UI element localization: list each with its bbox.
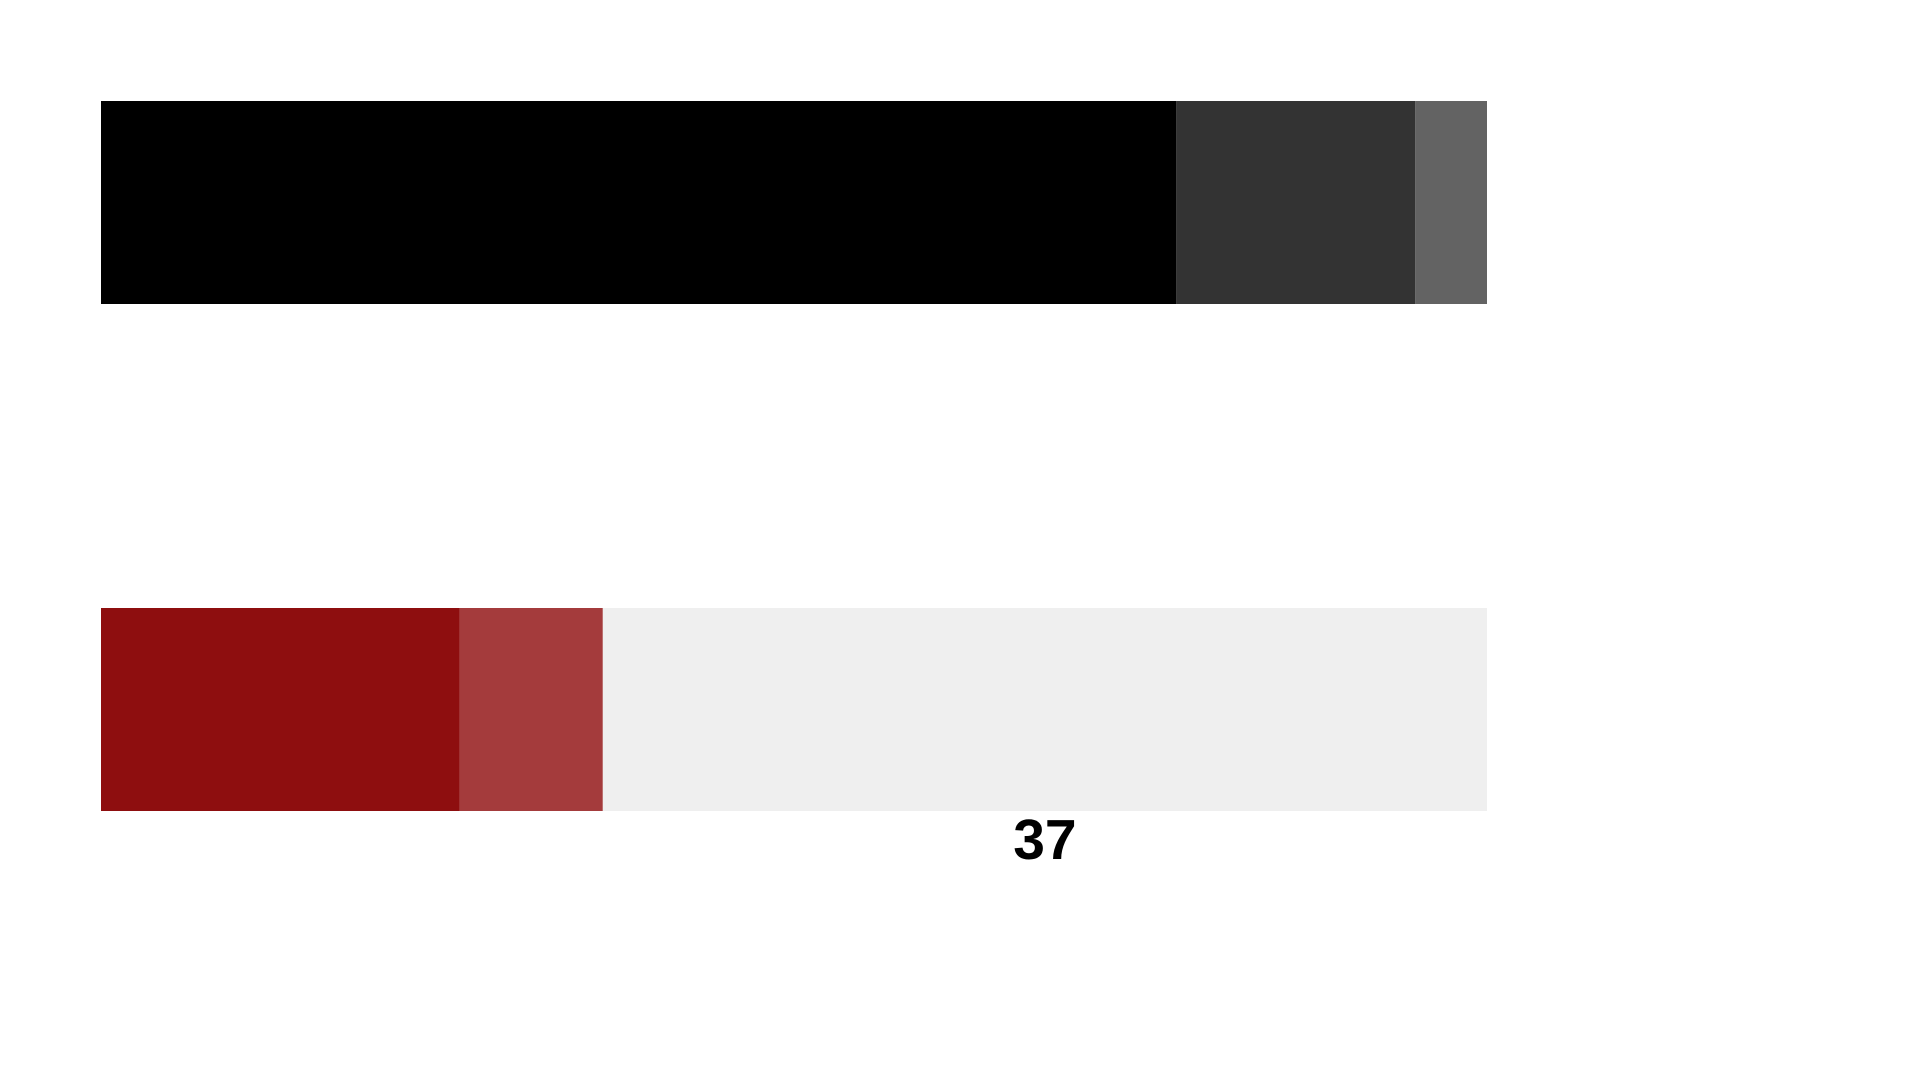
bar-1-segment-2 (1176, 101, 1416, 304)
bars-layer (101, 101, 1487, 811)
bar-2-segment-3-label: 37 (1013, 808, 1076, 872)
bar-2-segment-2-label: 6 (515, 808, 547, 872)
labels-layer: 45 10 3 15 6 37 (249, 301, 1467, 872)
bar-2-segment-1-label: 15 (249, 808, 312, 872)
bar-2-segment-1 (101, 608, 460, 811)
bar-1-segment-3-label: 3 (1435, 301, 1467, 365)
bar-1-segment-2-label: 10 (1264, 301, 1327, 365)
bar-1-segment-1 (101, 101, 1177, 304)
bar-1-segment-1-label: 45 (607, 301, 670, 365)
bar-2-segment-2 (459, 608, 603, 811)
bar-1-segment-3 (1415, 101, 1487, 304)
bar-2-segment-3 (602, 608, 1487, 811)
